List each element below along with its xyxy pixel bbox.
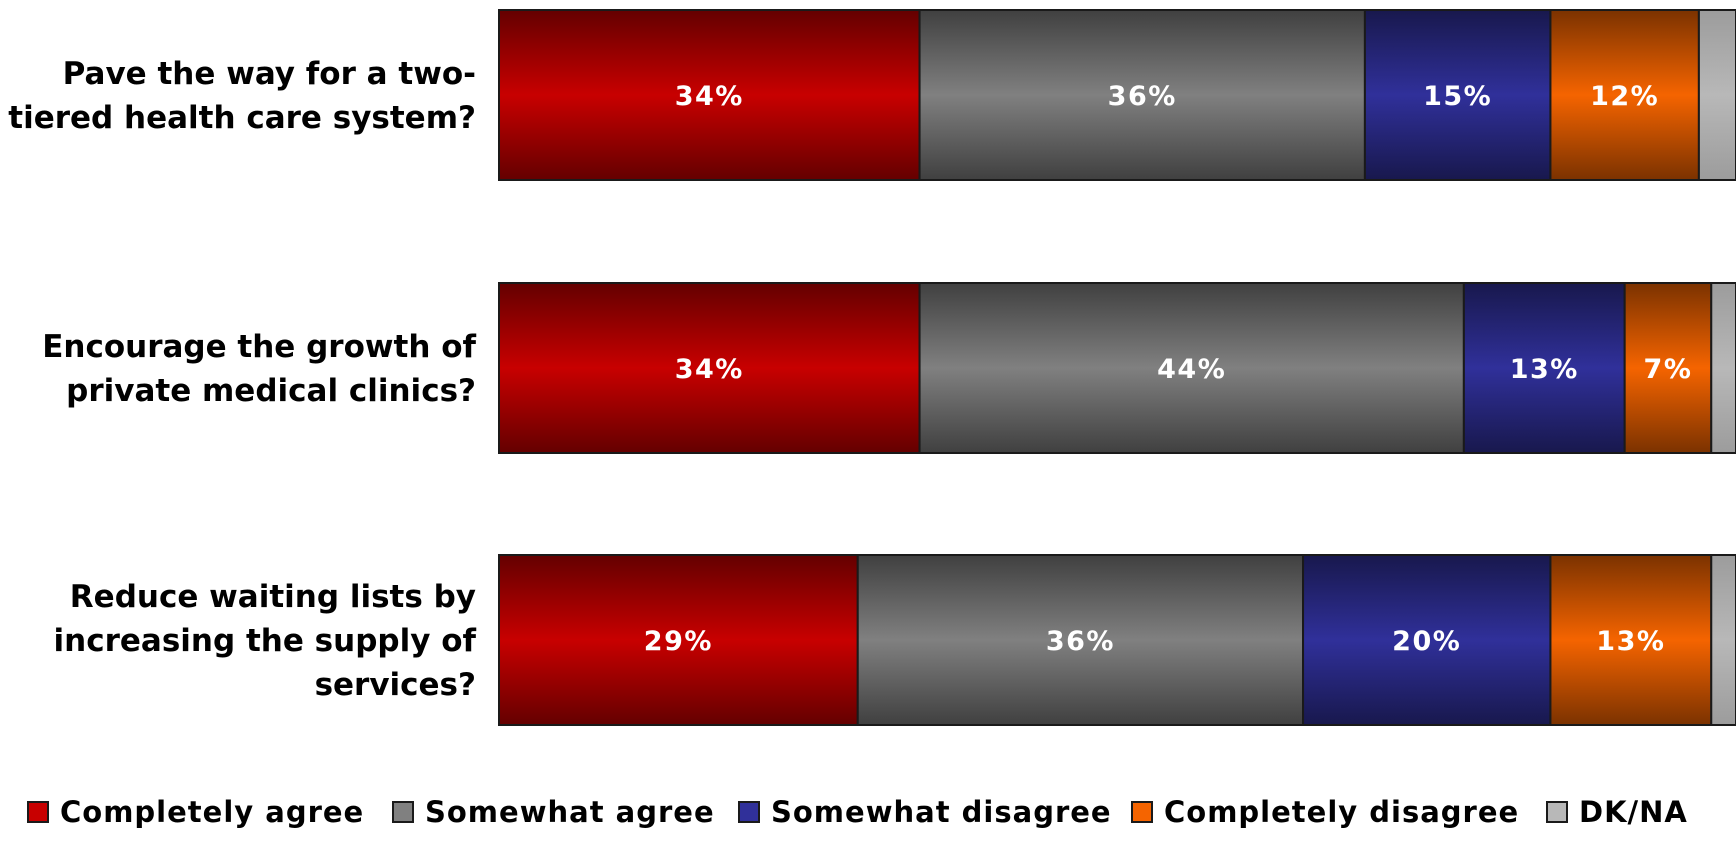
data-label: 36% xyxy=(1108,81,1177,112)
bar-group-3: 29% 36% 20% 13% xyxy=(498,554,1736,726)
bar-segment-somewhat-disagree xyxy=(1363,9,1552,181)
bar-segment-dk-na xyxy=(1710,282,1736,454)
bar-group-2: 34% 44% 13% 7% xyxy=(498,282,1736,454)
data-label: 13% xyxy=(1510,354,1579,385)
data-label: 12% xyxy=(1590,81,1659,112)
data-label: 15% xyxy=(1423,81,1492,112)
data-label: 44% xyxy=(1157,354,1226,385)
category-label-line: Reduce waiting lists by xyxy=(70,579,476,615)
bar-segment-completely-disagree xyxy=(1549,554,1713,726)
data-label: 20% xyxy=(1392,626,1461,657)
bar-segment-dk-na xyxy=(1710,554,1736,726)
bar-segment-completely-disagree xyxy=(1623,282,1713,454)
bar-segment-completely-agree xyxy=(498,282,921,454)
data-label: 29% xyxy=(644,626,713,657)
legend-swatch-dk-na xyxy=(1546,801,1568,823)
bar-segment-somewhat-agree xyxy=(856,554,1305,726)
bar-segment-somewhat-agree xyxy=(918,282,1465,454)
bar-segment-somewhat-agree xyxy=(918,9,1366,181)
legend-label: Somewhat disagree xyxy=(771,795,1112,829)
data-label: 13% xyxy=(1596,626,1665,657)
legend: Completely agree Somewhat agree Somewhat d… xyxy=(27,795,1688,829)
data-label: 34% xyxy=(675,81,744,112)
bar-segment-completely-agree xyxy=(498,9,921,181)
legend-label: Completely agree xyxy=(60,795,364,829)
category-label-line: increasing the supply of xyxy=(54,623,477,659)
legend-label: DK/NA xyxy=(1579,795,1688,829)
legend-swatch-somewhat-agree xyxy=(392,801,414,823)
legend-label: Somewhat agree xyxy=(425,795,715,829)
legend-label: Completely disagree xyxy=(1164,795,1519,829)
category-label-line: services? xyxy=(315,667,476,703)
data-label: 34% xyxy=(675,354,744,385)
bar-group-1: 34% 36% 15% 12% xyxy=(498,9,1736,181)
data-label: 7% xyxy=(1644,354,1693,385)
category-label: Reduce waiting lists by increasing the su… xyxy=(54,579,477,703)
category-label-line: Pave the way for a two- xyxy=(63,56,476,92)
legend-swatch-completely-disagree xyxy=(1131,801,1153,823)
category-label: Pave the way for a two-tiered health car… xyxy=(8,56,476,136)
legend-swatch-somewhat-disagree xyxy=(738,801,760,823)
data-label: 36% xyxy=(1046,626,1115,657)
bar-segment-dk-na xyxy=(1697,9,1736,181)
category-label-line: Encourage the growth of xyxy=(42,329,476,365)
category-label-line: private medical clinics? xyxy=(66,373,476,409)
legend-swatch-completely-agree xyxy=(27,801,49,823)
category-label: Encourage the growth of private medical c… xyxy=(42,329,476,409)
bar-segment-completely-disagree xyxy=(1549,9,1700,181)
bar-segment-completely-agree xyxy=(498,554,859,726)
bar-segment-somewhat-disagree xyxy=(1462,282,1626,454)
category-label-line: tiered health care system? xyxy=(8,100,476,136)
